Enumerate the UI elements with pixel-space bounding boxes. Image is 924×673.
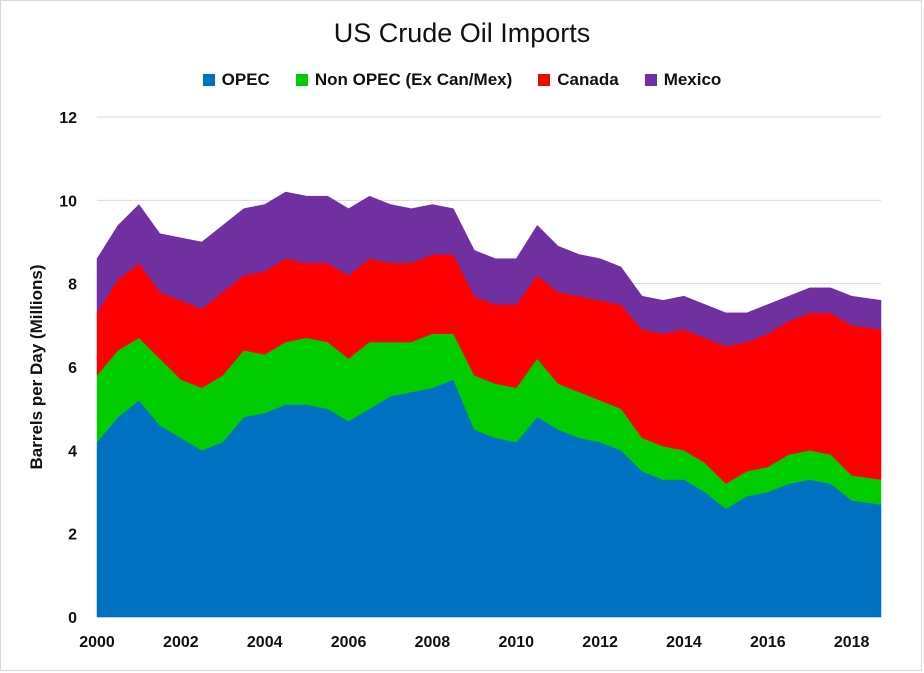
x-axis-ticks: 2000 2002 2004 2006 2008 2010 2012 2014 2016 2018	[79, 634, 869, 651]
x-tick-label: 2018	[834, 634, 870, 651]
legend-label-opec: OPEC	[221, 70, 270, 89]
y-tick-label: 0	[68, 610, 77, 627]
legend-swatch-opec	[202, 74, 215, 86]
y-tick-label: 8	[68, 277, 77, 294]
x-tick-label: 2000	[79, 634, 115, 651]
x-tick-label: 2002	[163, 634, 199, 651]
y-axis-ticks: 0 2 4 6 8 10 12	[59, 110, 77, 627]
y-tick-label: 2	[68, 527, 77, 544]
y-tick-label: 4	[68, 443, 77, 460]
y-tick-label: 10	[59, 193, 77, 210]
area-mexico	[96, 191, 882, 347]
legend-item-canada: Canada	[538, 70, 619, 90]
legend-item-opec: OPEC	[202, 70, 270, 90]
x-tick-label: 2016	[750, 634, 786, 651]
x-tick-label: 2014	[666, 634, 702, 651]
legend-label-mexico: Mexico	[663, 70, 722, 89]
legend-swatch-mexico	[644, 74, 657, 86]
legend-label-non-opec: Non OPEC (Ex Can/Mex)	[314, 70, 513, 89]
y-axis-label: Barrels per Day (Millions)	[27, 264, 46, 469]
y-tick-label: 12	[59, 110, 77, 127]
legend-swatch-non-opec	[295, 74, 308, 86]
legend-label-canada: Canada	[557, 70, 619, 89]
x-tick-label: 2006	[331, 634, 367, 651]
x-tick-label: 2012	[582, 634, 618, 651]
y-tick-label: 6	[68, 360, 77, 377]
legend-swatch-canada	[538, 74, 551, 86]
legend-item-mexico: Mexico	[644, 70, 722, 90]
legend-item-non-opec: Non OPEC (Ex Can/Mex)	[295, 70, 513, 90]
x-tick-label: 2004	[247, 634, 283, 651]
chart-legend: OPEC Non OPEC (Ex Can/Mex) Canada Mexico	[0, 70, 924, 90]
area-series	[96, 191, 882, 618]
x-tick-label: 2010	[498, 634, 534, 651]
chart-title: US Crude Oil Imports	[333, 18, 591, 48]
x-tick-label: 2008	[415, 634, 451, 651]
